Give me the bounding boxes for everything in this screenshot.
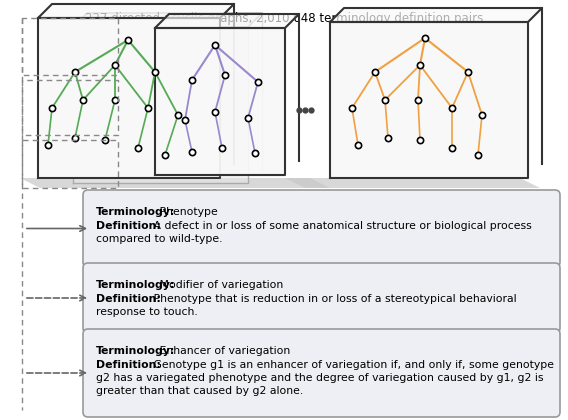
Polygon shape (330, 22, 528, 178)
Text: A defect in or loss of some anatomical structure or biological process: A defect in or loss of some anatomical s… (151, 221, 532, 231)
Text: Genotype g1 is an enhancer of variegation if, and only if, some genotype: Genotype g1 is an enhancer of variegatio… (151, 360, 554, 370)
Polygon shape (73, 13, 262, 27)
Polygon shape (330, 8, 542, 22)
Text: 227 directed acyclic graphs, 2,010,648 terminology definition pairs: 227 directed acyclic graphs, 2,010,648 t… (85, 12, 483, 25)
Text: Definition:: Definition: (96, 294, 161, 304)
FancyBboxPatch shape (83, 263, 560, 333)
Text: greater than that caused by g2 alone.: greater than that caused by g2 alone. (96, 386, 303, 396)
Text: Terminology:: Terminology: (96, 207, 176, 217)
Text: Phenotype that is reduction in or loss of a stereotypical behavioral: Phenotype that is reduction in or loss o… (151, 294, 517, 304)
Text: Enhancer of variegation: Enhancer of variegation (156, 346, 290, 356)
Polygon shape (155, 14, 299, 28)
Text: Terminology:: Terminology: (96, 346, 176, 356)
Text: compared to wild-type.: compared to wild-type. (96, 234, 223, 244)
Polygon shape (285, 178, 540, 188)
Text: Definition:: Definition: (96, 360, 161, 370)
Polygon shape (38, 18, 220, 178)
FancyBboxPatch shape (83, 329, 560, 417)
Text: g2 has a variegated phenotype and the degree of variegation caused by g1, g2 is: g2 has a variegated phenotype and the de… (96, 373, 544, 383)
Polygon shape (155, 28, 285, 175)
Polygon shape (38, 4, 234, 18)
Text: Phenotype: Phenotype (156, 207, 218, 217)
Text: Terminology:: Terminology: (96, 280, 176, 290)
Text: Modifier of variegation: Modifier of variegation (156, 280, 283, 290)
Text: Definition:: Definition: (96, 221, 161, 231)
Polygon shape (20, 178, 330, 188)
FancyBboxPatch shape (83, 190, 560, 267)
Polygon shape (73, 27, 248, 183)
Text: response to touch.: response to touch. (96, 307, 198, 317)
